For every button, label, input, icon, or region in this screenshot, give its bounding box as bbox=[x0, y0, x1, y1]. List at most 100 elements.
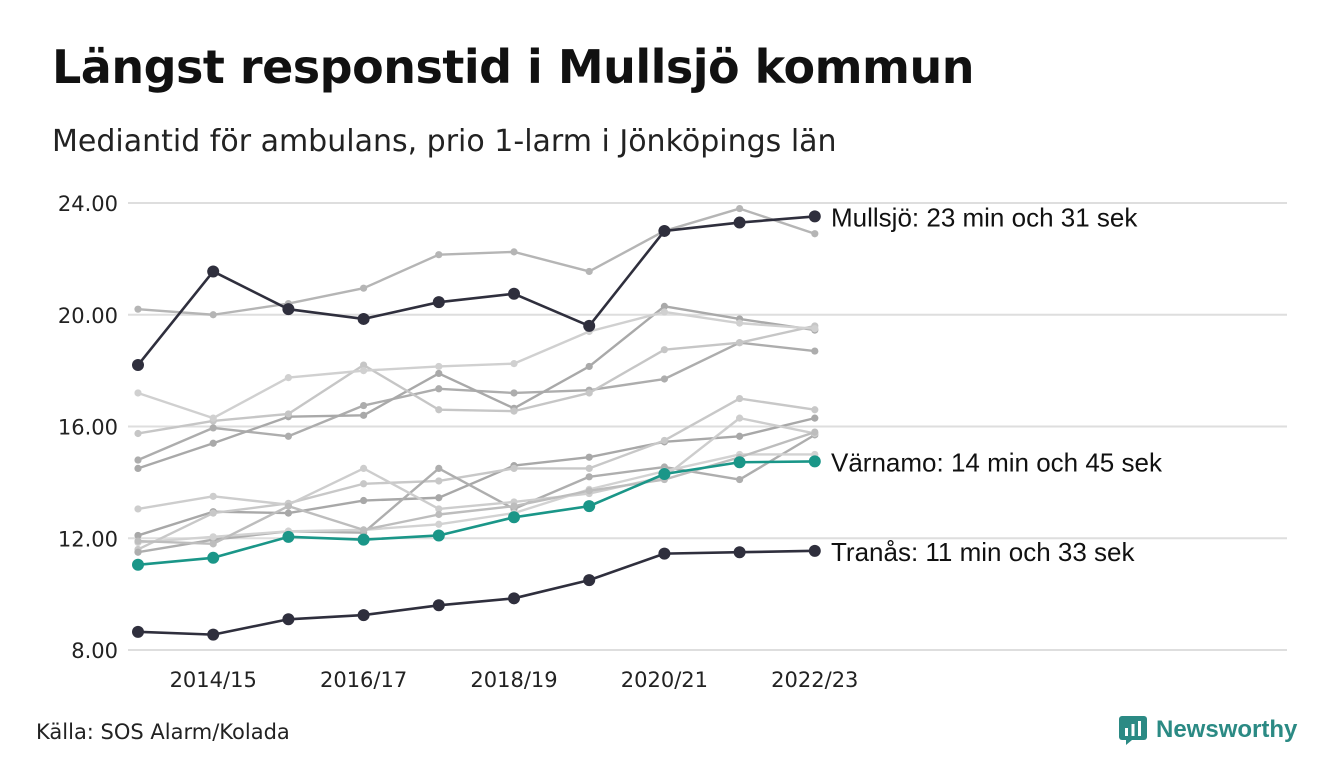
background-series-point bbox=[435, 369, 443, 378]
background-series-point bbox=[435, 251, 443, 259]
background-series-line bbox=[137, 433, 816, 554]
series-tran-s-point bbox=[508, 592, 520, 605]
background-series-point bbox=[360, 367, 368, 375]
gridlines bbox=[128, 202, 1287, 651]
brand-logo: Newsworthy bbox=[1118, 712, 1297, 748]
background-series-point bbox=[134, 456, 142, 464]
series-mullsj--point bbox=[207, 265, 220, 278]
background-series-point bbox=[510, 464, 518, 473]
series-mullsj--point bbox=[282, 303, 295, 316]
background-series-point bbox=[435, 464, 443, 473]
background-series-point bbox=[209, 533, 217, 541]
series-tran-s-point bbox=[733, 546, 746, 559]
chart-title: Längst responstid i Mullsjö kommun bbox=[52, 40, 974, 94]
y-tick-label: 12.00 bbox=[58, 527, 118, 551]
background-series-point bbox=[660, 302, 669, 310]
series-tran-s-point bbox=[132, 625, 144, 638]
series-v-rnamo-point bbox=[207, 551, 220, 564]
background-series-point bbox=[435, 385, 443, 393]
background-series-point bbox=[134, 548, 142, 556]
background-series-point bbox=[736, 432, 744, 440]
background-series-point bbox=[660, 346, 669, 354]
series-tran-s-point bbox=[282, 613, 295, 626]
background-series-point bbox=[510, 407, 518, 415]
background-series-point bbox=[209, 492, 217, 500]
background-series-point bbox=[585, 473, 593, 481]
background-series-point bbox=[660, 375, 669, 383]
background-series-point bbox=[134, 429, 142, 438]
series-tran-s-point bbox=[658, 547, 671, 560]
background-series-point bbox=[811, 406, 819, 414]
background-series-line bbox=[137, 341, 815, 462]
series-tran-s-line bbox=[137, 549, 815, 636]
source-note: Källa: SOS Alarm/Kolada bbox=[36, 720, 290, 744]
y-tick-label: 16.00 bbox=[58, 416, 118, 440]
background-series-point bbox=[284, 374, 292, 382]
background-series-point bbox=[360, 361, 368, 369]
series-tran-s-point bbox=[207, 628, 220, 641]
background-series-point bbox=[510, 502, 518, 510]
background-series-point bbox=[435, 494, 443, 502]
background-series-line bbox=[137, 207, 816, 316]
series-end-labels: Mullsjö: 23 min och 31 sek Värnamo: 14 mi… bbox=[831, 202, 1163, 566]
background-series-point bbox=[660, 308, 669, 316]
background-series-point bbox=[510, 360, 518, 368]
background-series-point bbox=[209, 540, 217, 548]
series-v-rnamo-line bbox=[137, 460, 815, 567]
background-series-point bbox=[585, 487, 593, 495]
series-v-rnamo-point bbox=[808, 455, 821, 468]
background-series-point bbox=[360, 284, 368, 292]
series-mullsj--point bbox=[733, 216, 746, 229]
y-tick-label: 20.00 bbox=[58, 304, 118, 328]
y-axis-labels: 8.00 12.00 16.00 20.00 24.00 bbox=[58, 192, 118, 663]
background-series-point bbox=[811, 428, 819, 436]
background-series-point bbox=[134, 305, 142, 313]
background-series-point bbox=[585, 389, 593, 397]
background-series-point bbox=[209, 439, 217, 447]
series-v-rnamo-point bbox=[432, 529, 445, 542]
background-series-point bbox=[284, 410, 292, 418]
background-series-point bbox=[435, 510, 443, 519]
series-mullsj--point bbox=[357, 312, 370, 325]
highlight-series bbox=[132, 210, 821, 641]
background-series-point bbox=[811, 347, 819, 355]
series-tran-s-end-label: Tranås: 11 min och 33 sek bbox=[831, 537, 1135, 567]
background-series-point bbox=[134, 464, 142, 473]
brand-name: Newsworthy bbox=[1156, 716, 1298, 743]
x-axis-labels: 2014/15 2016/17 2018/19 2020/21 2022/23 bbox=[170, 668, 859, 692]
series-v-rnamo-point bbox=[132, 558, 144, 571]
background-series-point bbox=[360, 496, 368, 505]
background-series-line bbox=[137, 416, 816, 511]
background-series-point bbox=[811, 230, 819, 238]
series-v-rnamo-point bbox=[508, 511, 520, 524]
background-series-point bbox=[134, 505, 142, 513]
background-series-point bbox=[134, 537, 142, 545]
background-series-point bbox=[435, 477, 443, 485]
background-series bbox=[134, 204, 819, 556]
background-series-point bbox=[284, 432, 292, 440]
background-series-point bbox=[585, 464, 593, 473]
series-tran-s-point bbox=[808, 544, 821, 557]
background-series-point bbox=[360, 464, 368, 473]
background-series-point bbox=[360, 401, 368, 410]
series-v-rnamo-point bbox=[733, 456, 746, 469]
background-series-point bbox=[209, 414, 217, 422]
background-series-point bbox=[435, 406, 443, 414]
series-mullsj--point bbox=[583, 319, 596, 332]
series-v-rnamo-end-label: Värnamo: 14 min och 45 sek bbox=[831, 447, 1163, 477]
background-series-point bbox=[585, 267, 593, 276]
background-series-point bbox=[134, 389, 142, 397]
background-series bbox=[134, 322, 819, 438]
background-series-point bbox=[360, 526, 368, 534]
series-mullsj--point bbox=[808, 210, 821, 223]
background-series-point bbox=[360, 411, 368, 419]
series-mullsj- bbox=[132, 210, 821, 372]
series-mullsj--point bbox=[132, 359, 144, 372]
series-tran-s-point bbox=[583, 574, 596, 587]
background-series-point bbox=[209, 311, 217, 319]
background-series-point bbox=[209, 424, 217, 432]
y-tick-label: 24.00 bbox=[58, 192, 118, 216]
background-series-point bbox=[209, 509, 217, 517]
series-v-rnamo-point bbox=[583, 500, 596, 513]
